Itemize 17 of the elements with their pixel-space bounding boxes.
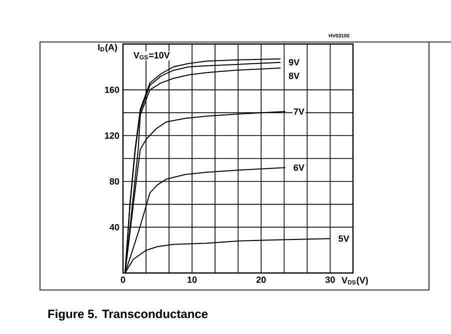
y-tick-label: 80 [110,178,120,185]
series-label: 5V [338,235,350,242]
series-label: V$_{GS}$=10V [133,52,170,60]
y-tick-label: 120 [105,132,120,139]
y-tick-label: 40 [110,224,120,230]
x-tick-label: 10 [188,276,197,283]
y-axis-title: I$_{D}$(A) [98,44,118,52]
series-label: 9V [288,59,300,66]
x-tick-label: 20 [256,276,266,283]
x-tick-label: 0 [120,276,126,283]
text: Figure 5. Transconductance [48,309,208,321]
series-label: 8V [288,72,300,80]
x-axis-title: V$_{DS}$(V) [342,276,368,286]
series-label: 6V [294,164,304,171]
x-tick-label: 30 [325,276,335,283]
y-tick-label: 160 [105,86,120,93]
series-label: 7V [294,108,304,115]
